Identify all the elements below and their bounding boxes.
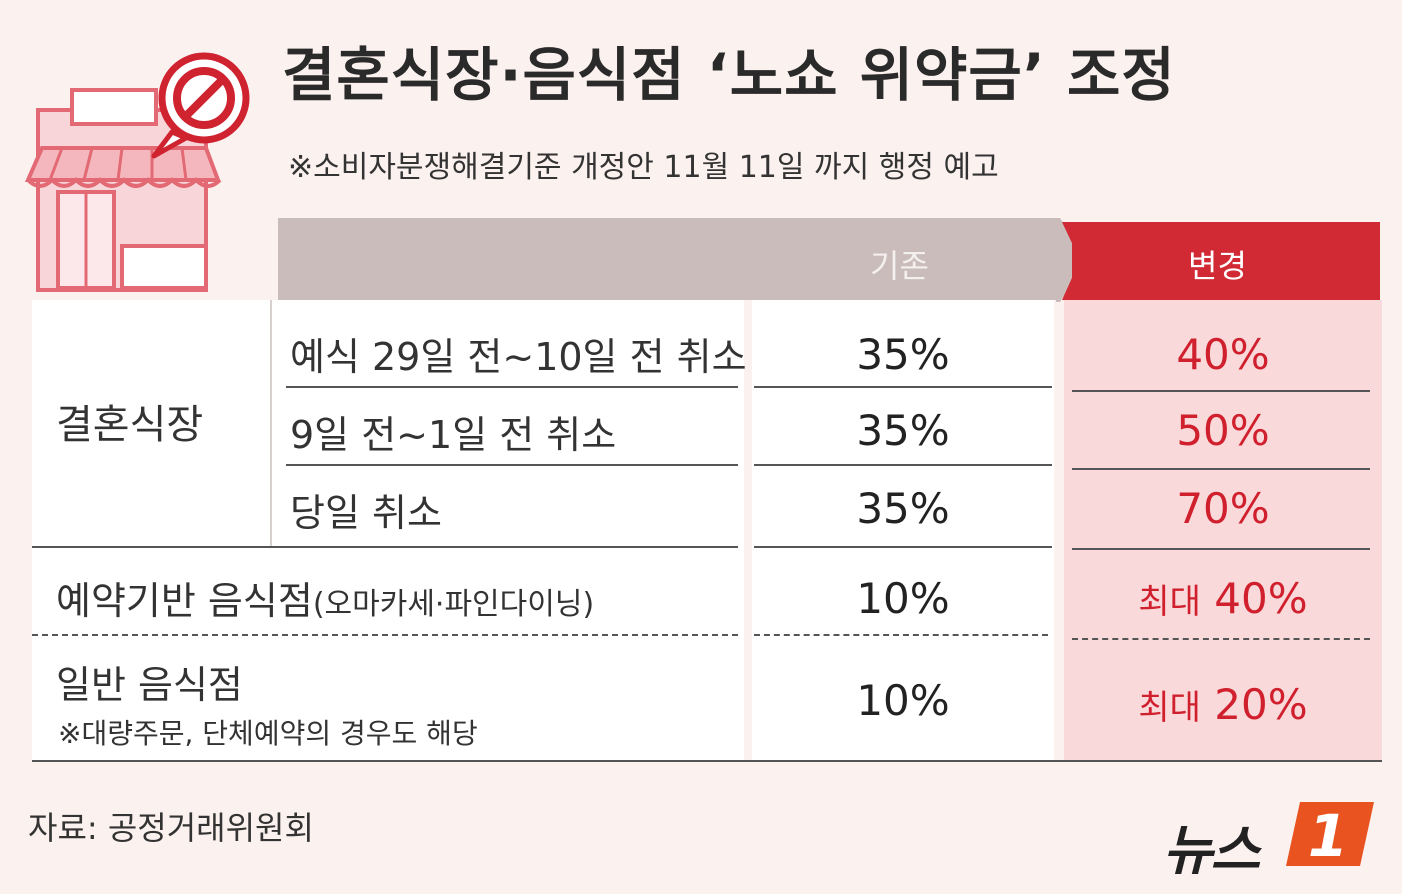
general-restaurant-changed-prefix: 최대 [1138, 688, 1201, 728]
wedding-row-3-label: 당일 취소 [290, 491, 442, 535]
dashed-divider [754, 634, 1048, 636]
row-divider [286, 464, 738, 466]
row-divider [754, 386, 1052, 388]
dashed-divider [1072, 638, 1370, 640]
section-divider [32, 546, 738, 548]
reservation-restaurant-current: 10% [856, 574, 950, 623]
section-divider [754, 546, 1052, 548]
row-divider [754, 464, 1052, 466]
general-restaurant-label: 일반 음식점 [56, 663, 243, 707]
reservation-restaurant-changed-value: 40% [1214, 574, 1308, 623]
store-icon [24, 52, 250, 292]
wedding-row-1-label: 예식 29일 전~10일 전 취소 [290, 335, 747, 379]
reservation-restaurant-label: 예약기반 음식점(오마카세·파인다이닝) [56, 570, 594, 625]
prohibited-icon [151, 52, 250, 159]
wedding-row-1-changed: 40% [1176, 330, 1270, 379]
label-column [32, 300, 744, 760]
general-restaurant-current: 10% [856, 676, 950, 725]
column-header-changed: 변경 [1188, 247, 1247, 285]
news1-logo-number: 1 [1308, 802, 1348, 870]
wedding-row-3-changed: 70% [1176, 484, 1270, 533]
wedding-row-3-current: 35% [856, 484, 950, 533]
category-wedding-hall: 결혼식장 [56, 402, 204, 448]
news1-logo-mark: 1 [1286, 802, 1374, 870]
page-title: 결혼식장·음식점 ‘노쇼 위약금’ 조정 [282, 41, 1176, 109]
dashed-divider [32, 634, 738, 636]
source-credit: 자료: 공정거래위원회 [28, 809, 314, 847]
header-changed-cell [1072, 222, 1380, 302]
current-column [752, 300, 1054, 760]
table-header-bar [278, 218, 1060, 300]
wedding-row-1-current: 35% [856, 330, 950, 379]
row-divider [1072, 390, 1370, 392]
wedding-row-2-changed: 50% [1176, 406, 1270, 455]
reservation-restaurant-name: 예약기반 음식점 [56, 579, 313, 623]
news1-logo-text: 뉴스 [1163, 819, 1260, 882]
reservation-restaurant-changed: 최대 40% [1064, 574, 1382, 623]
row-divider [1072, 468, 1370, 470]
reservation-restaurant-note: (오마카세·파인다이닝) [312, 587, 595, 622]
general-restaurant-note: ※대량주문, 단체예약의 경우도 해당 [58, 717, 478, 750]
table-bottom-rule [32, 760, 1382, 762]
wedding-row-2-label: 9일 전~1일 전 취소 [290, 413, 617, 457]
general-restaurant-changed-value: 20% [1214, 680, 1308, 729]
section-divider [1072, 548, 1370, 550]
page-subtitle: ※소비자분쟁해결기준 개정안 11월 11일 까지 행정 예고 [288, 150, 999, 185]
general-restaurant-changed: 최대 20% [1064, 680, 1382, 729]
reservation-restaurant-changed-prefix: 최대 [1138, 582, 1201, 622]
wedding-divider [270, 300, 272, 546]
row-divider [286, 386, 738, 388]
wedding-row-2-current: 35% [856, 406, 950, 455]
changed-column [1064, 300, 1382, 760]
column-header-current: 기존 [870, 247, 929, 285]
